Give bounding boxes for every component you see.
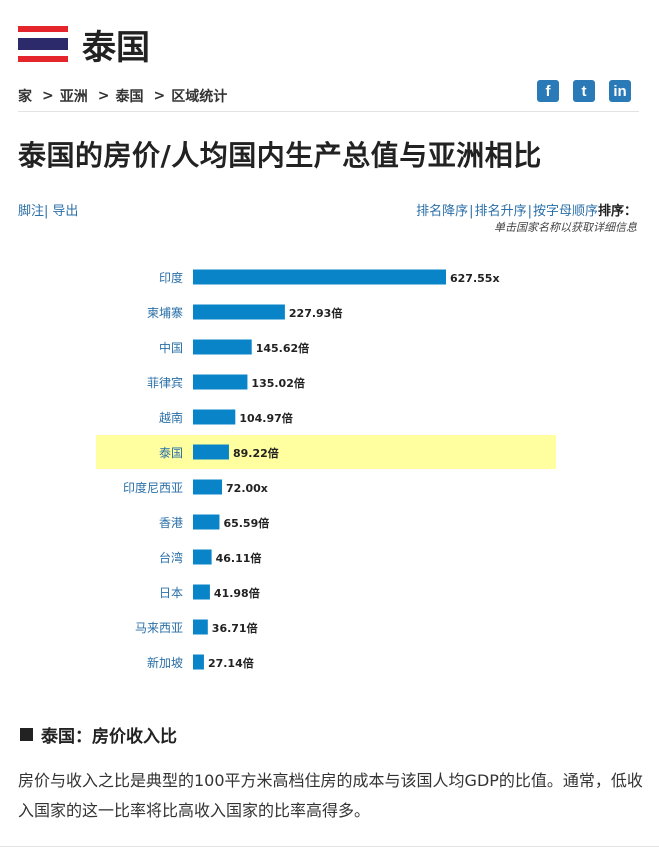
value-label: 46.11倍 (216, 551, 262, 565)
value-label: 145.62倍 (256, 341, 309, 355)
divider (0, 846, 659, 847)
social-share: f t in (537, 80, 631, 102)
category-label[interactable]: 新加坡 (147, 655, 183, 670)
breadcrumb-separator: > (153, 88, 166, 104)
sort-divider: | (527, 204, 532, 219)
value-label: 36.71倍 (212, 621, 258, 635)
breadcrumb-separator: > (42, 88, 54, 104)
value-label: 89.22倍 (233, 446, 279, 460)
sort-label: 排序： (597, 204, 637, 219)
breadcrumb-separator: > (97, 88, 110, 104)
bar (193, 584, 210, 600)
page-title: 泰国的房价/人均国内生产总值与亚洲相比 (18, 139, 542, 172)
divider (18, 111, 639, 112)
value-label: 627.55x (450, 272, 500, 285)
bar (193, 269, 446, 285)
sort-divider: | (469, 204, 474, 219)
section-heading: 泰国：房价收入比 (20, 722, 177, 747)
sort-desc-link[interactable]: 排名降序 (416, 204, 469, 219)
value-label: 27.14倍 (208, 656, 254, 670)
value-label: 135.02倍 (251, 376, 304, 390)
facebook-icon[interactable]: f (537, 80, 559, 102)
footnote-link[interactable]: 脚注 (18, 204, 45, 219)
value-label: 65.59倍 (223, 516, 269, 530)
section-heading-text: 泰国：房价收入比 (41, 727, 177, 747)
chart-tools: 脚注| 导出 (18, 200, 78, 219)
bar (193, 409, 236, 425)
linkedin-icon[interactable]: in (609, 80, 631, 102)
category-label[interactable]: 越南 (159, 410, 183, 425)
sort-hint: 单击国家名称以获取详细信息 (494, 221, 637, 234)
bar (193, 444, 229, 460)
bar (193, 514, 220, 530)
page-header: 泰国 (18, 22, 150, 68)
breadcrumb-asia[interactable]: 亚洲 (59, 89, 88, 105)
breadcrumb: 家 > 亚洲 > 泰国 > 区域统计 (18, 86, 227, 106)
category-label[interactable]: 泰国 (159, 446, 183, 460)
breadcrumb-regional-stats[interactable]: 区域统计 (171, 89, 228, 105)
value-label: 104.97倍 (239, 411, 292, 425)
bar (193, 654, 204, 670)
bar (193, 619, 208, 635)
category-label[interactable]: 台湾 (159, 550, 183, 565)
category-label[interactable]: 柬埔寨 (147, 305, 183, 320)
category-label[interactable]: 中国 (159, 340, 183, 355)
twitter-icon[interactable]: t (573, 80, 595, 102)
breadcrumb-home[interactable]: 家 (18, 89, 32, 105)
value-label: 227.93倍 (289, 306, 342, 320)
value-label: 72.00x (226, 482, 268, 495)
thailand-flag-icon (18, 26, 68, 62)
category-label[interactable]: 日本 (159, 586, 183, 600)
category-label[interactable]: 香港 (159, 516, 183, 530)
highlight-row (96, 435, 556, 469)
sort-controls: 排名降序|排名升序|按字母顺序排序： (416, 200, 637, 219)
export-link[interactable]: 导出 (52, 204, 79, 219)
bar (193, 339, 252, 355)
bar (193, 479, 223, 495)
sort-alpha-link[interactable]: 按字母顺序 (532, 204, 598, 219)
category-label[interactable]: 马来西亚 (135, 621, 183, 635)
category-label[interactable]: 菲律宾 (147, 375, 183, 390)
category-label[interactable]: 印度尼西亚 (123, 480, 183, 495)
sort-asc-link[interactable]: 排名升序 (474, 204, 527, 219)
bar (193, 374, 248, 390)
bar (193, 549, 212, 565)
country-title: 泰国 (82, 27, 150, 68)
value-label: 41.98倍 (214, 586, 260, 600)
square-bullet-icon (20, 728, 33, 741)
bar (193, 304, 285, 320)
link-divider: | (44, 204, 49, 219)
description-text: 房价与收入之比是典型的100平方米高档住房的成本与该国人均GDP的比值。通常，低… (18, 771, 643, 820)
breadcrumb-thailand[interactable]: 泰国 (115, 89, 144, 105)
category-label[interactable]: 印度 (159, 270, 183, 285)
